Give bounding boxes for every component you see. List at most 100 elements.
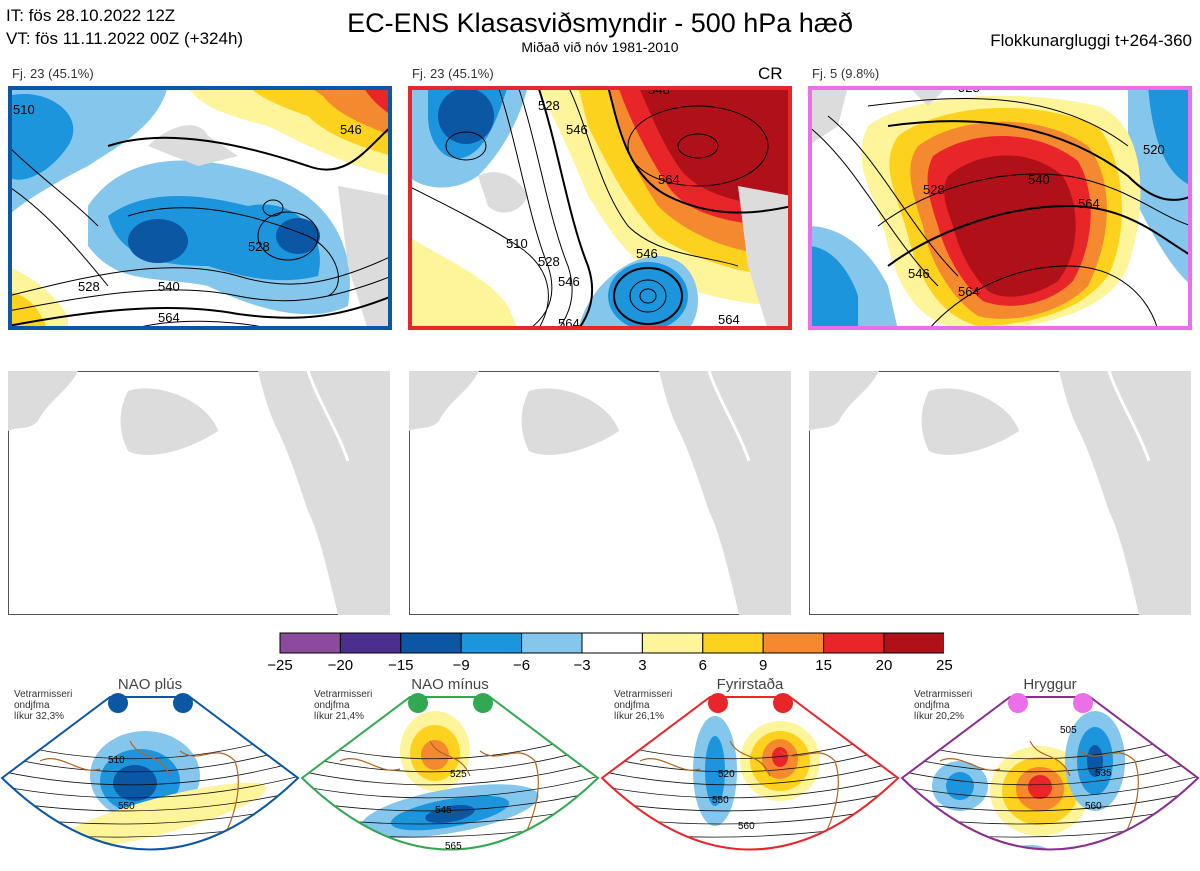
- regime-title: Hryggur: [1023, 676, 1077, 693]
- contour-label: 564: [158, 310, 180, 325]
- colorbar-tick-label: 20: [875, 657, 893, 674]
- cluster-map-3: 520 528 540 564 528 546 564: [808, 86, 1192, 330]
- contour-label: 528: [923, 182, 945, 197]
- contour-label: 505: [1060, 725, 1077, 736]
- contour-label: 548: [648, 86, 670, 97]
- regime-note: ondjfma: [314, 700, 350, 711]
- colorbar-tick-label: 9: [759, 657, 768, 674]
- colorbar-tick-label: −9: [452, 657, 470, 674]
- base-map-2: [409, 371, 791, 615]
- regime-note: Vetrarmisseri: [914, 689, 973, 700]
- page-subtitle: Miðað við nóv 1981-2010: [521, 39, 679, 55]
- colorbar-tick-label: 15: [815, 657, 832, 674]
- contour-label: 510: [506, 236, 528, 251]
- contour-label: 546: [636, 246, 658, 261]
- contour-label: 528: [248, 239, 270, 254]
- contour-label: 564: [1078, 196, 1100, 211]
- colorbar-cell: [823, 632, 885, 654]
- contour-label: 564: [658, 172, 680, 187]
- run-info: IT: fös 28.10.2022 12Z VT: fös 11.11.202…: [6, 4, 243, 50]
- panel-3-label: Fj. 5 (9.8%): [812, 66, 880, 81]
- regime-note: líkur 26,1%: [614, 711, 665, 722]
- init-time: IT: fös 28.10.2022 12Z: [6, 6, 176, 25]
- classification-window: Flokkunargluggi t+264-360: [990, 31, 1192, 50]
- regime-title: NAO mínus: [411, 676, 489, 693]
- regime-note: Vetrarmisseri: [14, 689, 73, 700]
- regime-note: Vetrarmisseri: [614, 689, 673, 700]
- regime-dot: [408, 693, 428, 713]
- regime-note: ondjfma: [914, 700, 950, 711]
- panel-1-frame: [8, 86, 392, 330]
- panel-2-flag: CR: [758, 64, 783, 83]
- contour-label: 546: [340, 122, 362, 137]
- contour-label: 550: [712, 795, 729, 806]
- contour-label: 546: [566, 122, 588, 137]
- regime-map: 510 550: [0, 696, 300, 851]
- colorbar-cell: [702, 632, 764, 654]
- regime-dot: [773, 693, 793, 713]
- regime-map: 505 535 560: [900, 696, 1200, 851]
- colorbar-cell: [521, 632, 583, 654]
- contour-label: 520: [718, 769, 735, 780]
- regime-note: líkur 20,2%: [914, 711, 965, 722]
- valid-time: VT: fös 11.11.2022 00Z (+324h): [6, 29, 244, 48]
- contour-label: 520: [1143, 142, 1165, 157]
- regime-note: ondjfma: [614, 700, 650, 711]
- contour-label: 528: [538, 254, 560, 269]
- contour-label: 546: [908, 266, 930, 281]
- regime-notes: Vetrarmisseri ondjfma líkur 32,3%: [14, 689, 72, 722]
- colorbar-tick-label: −3: [573, 657, 591, 674]
- contour-label: 560: [738, 821, 755, 832]
- regime-dot: [108, 693, 128, 713]
- regime-notes: Vetrarmisseri ondjfma líkur 26,1%: [614, 689, 672, 722]
- contour-label: 510: [108, 755, 125, 766]
- contour-label: 535: [1095, 768, 1112, 779]
- regime-dot: [1008, 693, 1028, 713]
- colorbar-cell: [279, 632, 341, 654]
- colorbar-tick-label: −25: [267, 657, 293, 674]
- colorbar-cell: [400, 632, 462, 654]
- contour-label: 560: [1085, 801, 1102, 812]
- colorbar-cell: [581, 632, 643, 654]
- colorbar-tick-label: 6: [698, 657, 707, 674]
- contour-label: 510: [13, 102, 35, 117]
- page-title: EC-ENS Klasasviðsmyndir - 500 hPa hæð: [347, 8, 853, 38]
- colorbar-tick-label: −15: [388, 657, 414, 674]
- contour-label: 540: [1028, 172, 1050, 187]
- panel-3-frame: [808, 86, 1192, 330]
- regime-dot: [708, 693, 728, 713]
- regime-note: líkur 21,4%: [314, 711, 365, 722]
- contour-label: 564: [958, 284, 980, 299]
- contour-label: 528: [538, 98, 560, 113]
- regime-dot: [173, 693, 193, 713]
- regime-title: Fyrirstaða: [716, 676, 784, 693]
- colorbar-cell: [339, 632, 402, 654]
- colorbar-cell: [762, 632, 825, 654]
- colorbar-cell: [460, 632, 523, 654]
- regime-map: 525 545 565: [300, 696, 600, 852]
- regime-frame: [300, 696, 600, 851]
- base-map-1: [8, 371, 390, 615]
- regime-frame: [0, 696, 300, 851]
- cluster-map-1: 510 528 546 528 540 564: [8, 86, 392, 330]
- colorbar-tick-label: −20: [327, 657, 354, 674]
- regime-frame: [900, 696, 1200, 851]
- contour-label: 528: [78, 279, 100, 294]
- contour-label: 528: [958, 86, 980, 95]
- regime-map: 520 550 560: [600, 696, 900, 851]
- regime-title: NAO plús: [117, 676, 183, 693]
- colorbar-tick-label: 3: [638, 657, 647, 674]
- contour-label: 550: [118, 801, 135, 812]
- panel-2-frame: [408, 86, 792, 330]
- panel-1-label: Fj. 23 (45.1%): [12, 66, 94, 81]
- regime-dot: [473, 693, 493, 713]
- colorbar-cell: [883, 632, 944, 654]
- cluster-map-2: 528 546 548 564 510 528 546 546 564 564: [408, 86, 792, 330]
- colorbar-tick-label: −6: [513, 657, 531, 674]
- regime-notes: Vetrarmisseri ondjfma líkur 21,4%: [314, 689, 372, 722]
- colorbar: [279, 632, 944, 654]
- contour-label: 540: [158, 279, 180, 294]
- contour-label: 546: [558, 274, 580, 289]
- regime-note: ondjfma: [14, 700, 50, 711]
- colorbar-tick-label: 25: [936, 657, 953, 674]
